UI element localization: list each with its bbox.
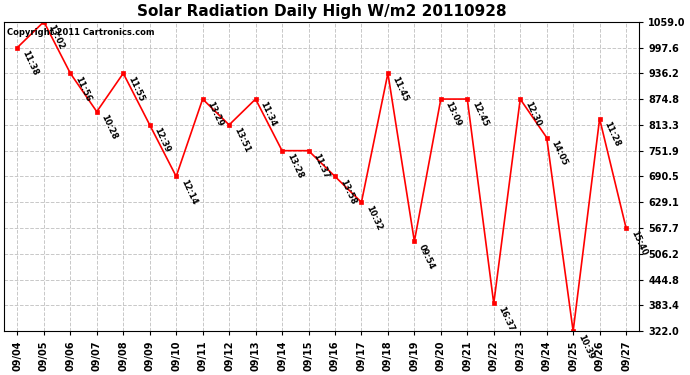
Text: 12:39: 12:39 (152, 126, 172, 154)
Text: 10:39: 10:39 (576, 333, 595, 360)
Text: Copyright 2011 Cartronics.com: Copyright 2011 Cartronics.com (8, 28, 155, 37)
Text: 13:58: 13:58 (337, 178, 357, 206)
Text: 13:09: 13:09 (444, 100, 463, 128)
Text: 13:02: 13:02 (47, 23, 66, 51)
Text: 14:05: 14:05 (549, 139, 569, 167)
Text: 10:28: 10:28 (99, 113, 119, 141)
Text: 11:37: 11:37 (311, 152, 331, 180)
Text: 11:38: 11:38 (20, 49, 39, 77)
Text: 12:30: 12:30 (523, 100, 542, 128)
Text: 15:40: 15:40 (629, 230, 649, 258)
Text: 10:32: 10:32 (364, 204, 384, 231)
Text: 12:45: 12:45 (470, 100, 490, 129)
Title: Solar Radiation Daily High W/m2 20110928: Solar Radiation Daily High W/m2 20110928 (137, 4, 506, 19)
Text: 16:37: 16:37 (497, 305, 516, 333)
Text: 11:34: 11:34 (258, 100, 278, 129)
Text: 11:45: 11:45 (391, 75, 410, 103)
Text: 11:55: 11:55 (126, 75, 146, 103)
Text: 13:29: 13:29 (206, 100, 225, 128)
Text: 11:28: 11:28 (602, 120, 622, 148)
Text: 09:54: 09:54 (417, 243, 437, 271)
Text: 12:14: 12:14 (179, 178, 199, 206)
Text: 13:51: 13:51 (232, 126, 251, 154)
Text: 13:28: 13:28 (285, 152, 304, 180)
Text: 11:56: 11:56 (73, 75, 92, 103)
